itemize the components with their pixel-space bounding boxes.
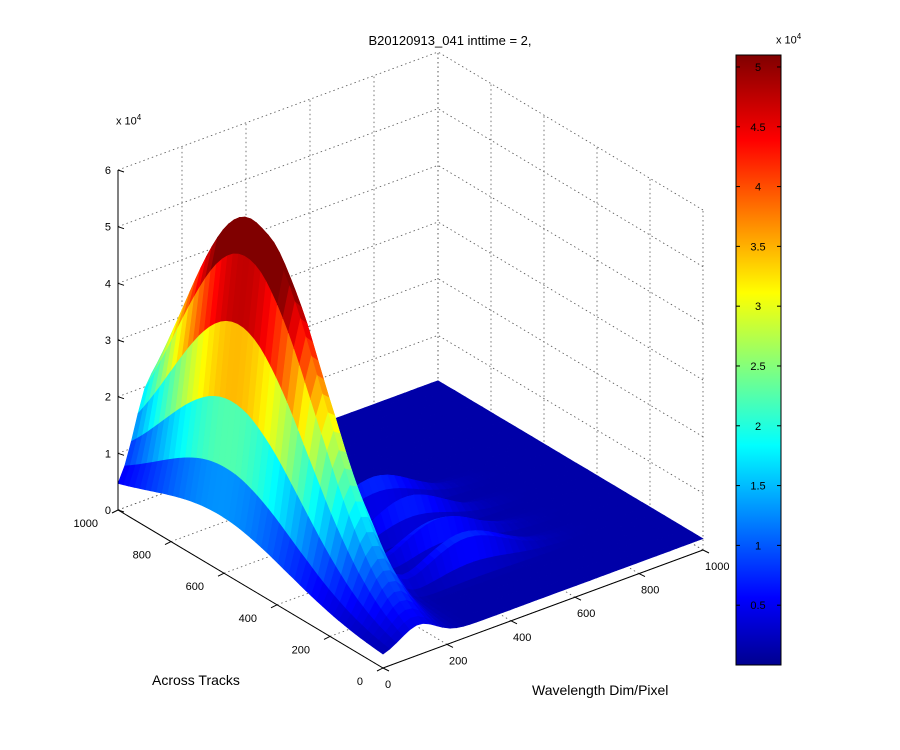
grid-line [437, 51, 704, 211]
grid-line [437, 278, 704, 438]
colorbar: 0.5 1 1.5 2 2.5 3 3.5 4 4.5 5 [735, 54, 782, 666]
x-axis-line [117, 509, 384, 669]
y-tick [574, 596, 582, 601]
colorbar-tick-label: 5 [755, 62, 761, 74]
colorbar-tick-label: 3.5 [750, 241, 765, 253]
z-tick [117, 226, 125, 230]
colorbar-tick-label: 1 [755, 540, 761, 552]
colorbar-tick-label: 3 [755, 301, 761, 313]
x-tick [164, 541, 172, 546]
z-tick [117, 509, 125, 513]
colorbar-multiplier: x 104 [776, 32, 801, 47]
grid-line [117, 221, 439, 341]
x-tick [323, 635, 331, 640]
x-tick [217, 572, 225, 577]
x-tick-label: 0 [357, 676, 363, 688]
axes-ticks: 0 200 400 600 800 1000 0 200 400 600 800 1000 0 1 2 3 4 5… [74, 165, 730, 691]
z-tick-label: 4 [105, 278, 111, 290]
x-tick-label: 800 [133, 550, 151, 562]
grid-line [437, 164, 704, 324]
colorbar-gradient [735, 54, 782, 666]
colorbar-tick-label: 0.5 [750, 600, 765, 612]
y-tick-label: 800 [641, 585, 659, 597]
colorbar-tick-label: 4.5 [750, 122, 765, 134]
z-tick-label: 0 [105, 505, 111, 517]
z-tick [117, 169, 125, 173]
x-tick-label: 600 [186, 581, 204, 593]
y-tick-label: 400 [513, 632, 531, 644]
y-tick-label: 0 [385, 679, 391, 691]
y-tick-label: 200 [449, 655, 467, 667]
grid-line [437, 221, 704, 381]
x-tick [111, 509, 119, 514]
surface-cell [377, 644, 391, 655]
colorbar-multiplier-text: x 10 [776, 34, 797, 47]
surface-plot [117, 216, 704, 655]
x-axis-label: Across Tracks [152, 672, 240, 688]
z-tick-label: 6 [105, 165, 111, 177]
colorbar-tick-label: 1.5 [750, 481, 765, 493]
z-axis-multiplier: x 104 [116, 113, 141, 128]
grid-line [437, 108, 704, 268]
z-tick [117, 282, 125, 286]
y-tick [446, 643, 454, 648]
y-axis-line [382, 549, 704, 669]
z-multiplier-text: x 10 [116, 115, 137, 128]
y-tick [382, 667, 390, 672]
y-tick-label: 600 [577, 608, 595, 620]
grid-line [117, 51, 439, 171]
x-tick [270, 604, 278, 609]
z-tick [117, 339, 125, 343]
grid-line [117, 278, 439, 398]
colorbar-multiplier-exponent: 4 [796, 32, 802, 41]
z-tick-label: 3 [105, 335, 111, 347]
chart-title: B20120913_041 inttime = 2, [368, 33, 532, 48]
z-tick [117, 452, 125, 456]
z-multiplier-exponent: 4 [136, 113, 142, 122]
grid-line [117, 164, 439, 284]
z-tick-label: 1 [105, 448, 111, 460]
y-tick-label: 1000 [705, 561, 729, 573]
x-tick-label: 1000 [74, 518, 98, 530]
colorbar-tick-label: 4 [755, 182, 761, 194]
colorbar-tick-label: 2.5 [750, 361, 765, 373]
x-tick-label: 200 [292, 644, 310, 656]
y-tick [638, 573, 646, 578]
z-tick-label: 2 [105, 392, 111, 404]
z-tick-label: 5 [105, 222, 111, 234]
x-tick [376, 667, 384, 672]
z-tick [117, 396, 125, 400]
x-tick-label: 400 [239, 613, 257, 625]
y-tick [510, 620, 518, 625]
y-axis-label: Wavelength Dim/Pixel [532, 682, 669, 698]
grid-line [117, 334, 439, 454]
y-tick [702, 549, 710, 554]
colorbar-tick-label: 2 [755, 421, 761, 433]
grid-line [117, 108, 439, 228]
grid-line [437, 334, 704, 494]
